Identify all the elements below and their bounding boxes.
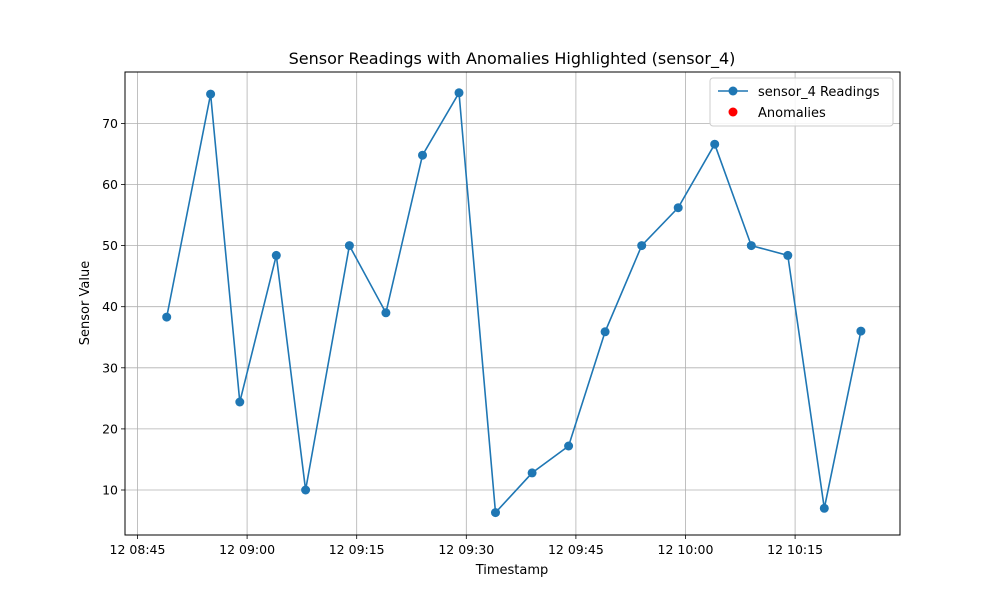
y-tick-label: 30: [102, 360, 118, 375]
data-point: [344, 241, 354, 251]
plot-area: [162, 88, 866, 518]
x-tick-label: 12 09:00: [219, 542, 275, 557]
legend-label-anomalies: Anomalies: [758, 106, 826, 121]
legend-marker-anomalies: [728, 107, 738, 117]
x-axis-label: Timestamp: [475, 563, 549, 578]
data-point: [235, 397, 245, 407]
data-point: [491, 508, 500, 518]
series-line-readings: [165, 90, 862, 515]
data-point: [783, 250, 793, 260]
data-point: [527, 468, 537, 478]
legend-box: [709, 77, 894, 127]
grid: [125, 72, 900, 535]
y-tick-label: 40: [102, 299, 118, 314]
data-point: [381, 308, 391, 318]
data-point: [271, 250, 281, 260]
data-point: [819, 503, 829, 513]
y-tick-label: 10: [102, 483, 118, 498]
data-point: [710, 139, 720, 149]
x-tick-label: 12 08:45: [110, 542, 166, 557]
x-tick-label: 12 10:00: [658, 542, 714, 557]
x-tick-label: 12 09:15: [329, 542, 385, 557]
y-axis-ticks: 10 20 30 40 50 60 70: [102, 116, 125, 498]
y-tick-label: 20: [102, 421, 118, 436]
x-tick-label: 12 10:15: [767, 542, 823, 557]
data-point: [856, 326, 866, 336]
x-tick-label: 12 09:30: [438, 542, 494, 557]
x-tick-label: 12 09:45: [548, 542, 604, 557]
data-point: [454, 88, 464, 98]
x-axis-ticks: 12 08:45 12 09:00 12 09:15 12 09:30 12 09:45…: [110, 535, 823, 557]
legend: sensor_4 Readings Anomalies: [709, 77, 894, 127]
y-tick-label: 70: [102, 116, 118, 131]
data-point: [418, 150, 427, 160]
y-axis-label: Sensor Value: [78, 261, 93, 345]
data-point: [162, 312, 172, 322]
y-tick-label: 60: [102, 177, 118, 192]
y-tick-label: 50: [102, 238, 118, 253]
data-point: [600, 327, 610, 337]
axes-frame: [124, 71, 901, 536]
data-point: [673, 203, 683, 213]
legend-label-readings: sensor_4 Readings: [758, 85, 880, 100]
data-point: [206, 89, 216, 99]
data-point: [637, 241, 647, 251]
data-point: [746, 241, 756, 251]
chart-title: Sensor Readings with Anomalies Highlight…: [289, 49, 736, 69]
data-point: [564, 441, 574, 451]
data-point: [301, 485, 311, 495]
legend-marker-readings: [728, 86, 738, 96]
